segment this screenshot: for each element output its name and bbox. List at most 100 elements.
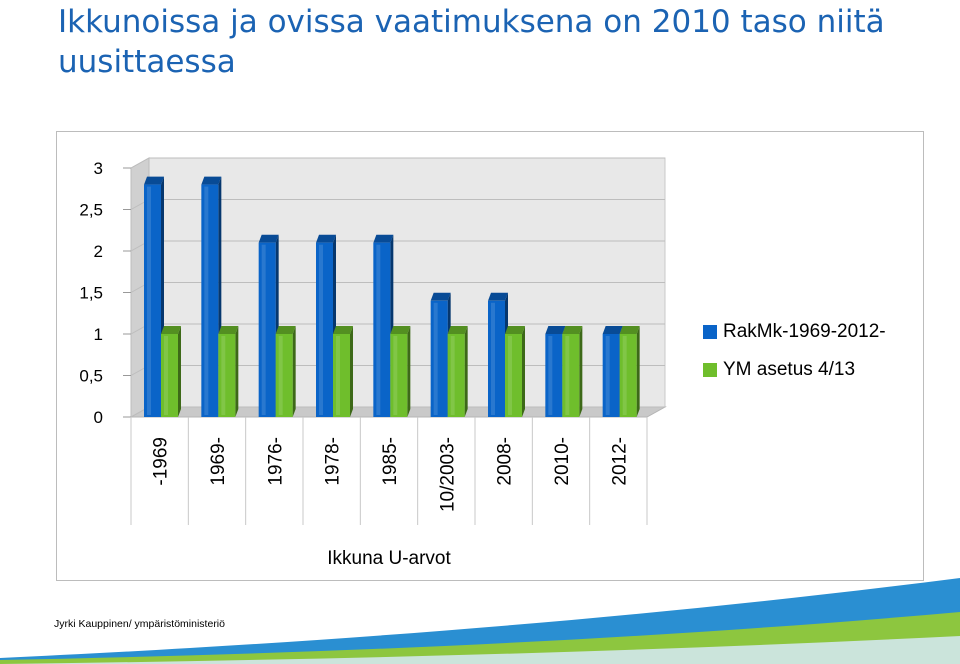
bar-series2-5 [447, 326, 468, 417]
bar-series1-4-front [373, 242, 391, 417]
x-tick-label: 2010- [552, 437, 573, 486]
bar-series2-7-side [579, 326, 583, 417]
bar-series1-1-top [201, 176, 222, 185]
legend-swatch-1 [703, 325, 717, 339]
bar-series2-0 [161, 326, 181, 417]
bar-series2-8-shine [622, 336, 627, 415]
legend-label-1: RakMk-1969-2012- [723, 321, 886, 342]
bar-series2-1-shine [221, 336, 226, 415]
bar-series2-7-top [562, 326, 583, 334]
bar-series2-5-top [447, 326, 468, 334]
chart: 0 0,5 1 1,5 2 2,5 3 -1969 1969- 1976- 1978- 1985- 1… [79, 157, 886, 569]
bar-series2-1-side [235, 326, 239, 417]
bar-series2-6-front [505, 334, 522, 417]
bar-series2-8-front [619, 334, 637, 417]
bar-series2-4 [390, 326, 411, 417]
x-tick-label: 1978- [323, 437, 344, 486]
bar-series1-7-shine [548, 336, 553, 415]
bar-series1-5-shine [433, 302, 438, 415]
bar-series1-3-front [316, 242, 333, 417]
bar-series2-1 [218, 326, 239, 417]
legend-label-2: YM asetus 4/13 [723, 359, 855, 380]
bar-series2-2-front [275, 334, 293, 417]
bar-series1-2-top [258, 234, 279, 243]
bar-series2-1-front [218, 334, 236, 417]
bars [144, 176, 640, 417]
bar-series2-6-shine [508, 336, 512, 415]
bar-series2-3-top [333, 326, 353, 334]
gridline-side [130, 157, 150, 169]
x-axis-title: Ikkuna U-arvot [327, 548, 451, 569]
y-tick-label: 0,5 [79, 367, 103, 386]
x-axis-ticks: -1969 1969- 1976- 1978- 1985- 10/2003- 2008- 20… [130, 417, 648, 525]
bar-series2-3-front [333, 334, 350, 417]
x-tick-label: 10/2003- [437, 437, 458, 512]
bar-series2-8-top [619, 326, 640, 334]
bar-series1-5-top [430, 292, 451, 301]
bar-series1-0-top [144, 176, 164, 185]
footer-wave-light [0, 636, 960, 664]
bar-series2-8 [619, 326, 640, 417]
footer-wave [0, 578, 960, 664]
bar-series1-0-front [144, 184, 161, 417]
bar-series1-8-top [602, 326, 623, 334]
bar-series2-3-shine [336, 336, 340, 415]
bar-series2-0-side [178, 326, 181, 417]
bar-series2-4-front [390, 334, 408, 417]
bar-series2-2-side [292, 326, 296, 417]
bar-series1-8-front [602, 334, 620, 417]
bar-series2-6 [505, 326, 525, 417]
bar-series2-0-shine [164, 336, 168, 415]
bar-series1-1-front [201, 184, 219, 417]
bar-series1-7-top [545, 326, 566, 334]
bar-series2-5-side [464, 326, 468, 417]
bar-series2-0-top [161, 326, 181, 334]
bar-series2-0-front [161, 334, 178, 417]
bar-series1-0-shine [147, 186, 151, 415]
bar-series2-2-shine [278, 336, 283, 415]
x-tick-label: 2012- [609, 437, 630, 486]
bar-series1-6-top [488, 292, 508, 301]
bar-series2-4-top [390, 326, 411, 334]
bar-series2-4-shine [393, 336, 398, 415]
y-axis-ticks: 0 0,5 1 1,5 2 2,5 3 [79, 159, 131, 427]
bar-series1-1-shine [204, 186, 209, 415]
bar-series1-4-top [373, 234, 394, 243]
bar-series2-3 [333, 326, 353, 417]
bar-series2-8-side [636, 326, 640, 417]
bar-series1-6-shine [491, 302, 495, 415]
legend: RakMk-1969-2012- YM asetus 4/13 [703, 321, 886, 380]
bar-series1-2-shine [261, 244, 266, 415]
x-tick-label: 1969- [208, 437, 229, 486]
y-tick-label: 2 [94, 242, 103, 261]
bar-series2-5-shine [450, 336, 455, 415]
bar-series2-1-top [218, 326, 239, 334]
slide-title: Ikkunoissa ja ovissa vaatimuksena on 201… [58, 4, 885, 80]
bar-series2-6-top [505, 326, 525, 334]
bar-series2-4-side [407, 326, 411, 417]
bar-series2-5-front [447, 334, 465, 417]
footer-credit: Jyrki Kauppinen/ ympäristöministeriö [54, 618, 225, 630]
bar-series1-2-front [258, 242, 276, 417]
bar-series1-4-shine [376, 244, 381, 415]
bar-series2-7 [562, 326, 583, 417]
bar-series1-3-top [316, 234, 336, 243]
y-tick-label: 2,5 [79, 201, 103, 220]
bar-series1-6-front [488, 300, 505, 417]
x-tick-label: 1985- [380, 437, 401, 486]
legend-swatch-2 [703, 363, 717, 377]
bar-series2-7-front [562, 334, 580, 417]
bar-series2-2 [275, 326, 296, 417]
chart-frame: 0 0,5 1 1,5 2 2,5 3 -1969 1969- 1976- 1978- 1985- 1… [56, 131, 924, 581]
y-tick-label: 3 [94, 159, 103, 178]
x-tick-label: 1976- [265, 437, 286, 486]
bar-series1-7-front [545, 334, 563, 417]
bar-series1-3-shine [319, 244, 323, 415]
bar-series1-5-front [430, 300, 448, 417]
bar-series2-2-top [275, 326, 296, 334]
bar-series2-3-side [350, 326, 353, 417]
x-tick-label: 2008- [495, 437, 516, 486]
y-tick-label: 1 [94, 325, 103, 344]
y-tick-label: 0 [94, 408, 103, 427]
bar-series1-8-shine [605, 336, 610, 415]
